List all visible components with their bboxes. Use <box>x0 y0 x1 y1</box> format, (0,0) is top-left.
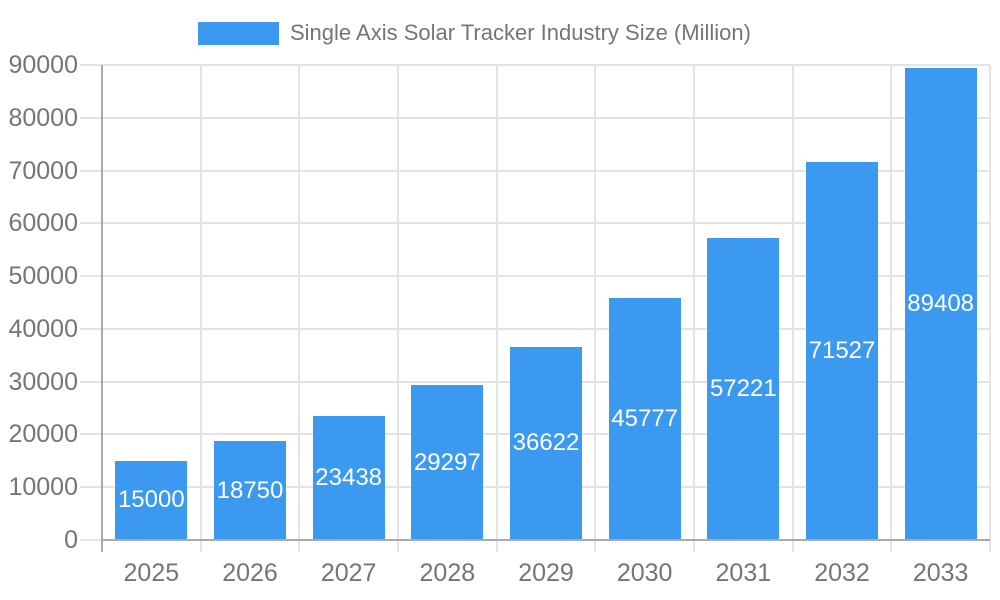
gridline-h <box>102 169 990 172</box>
y-axis-line <box>101 65 103 552</box>
bar-value-label: 23438 <box>315 464 383 492</box>
y-tick-mark <box>80 116 102 119</box>
x-axis-tick-label: 2031 <box>715 559 772 587</box>
bar-value-label: 29297 <box>413 448 481 476</box>
bar-value-label: 18750 <box>216 476 284 504</box>
y-tick-mark <box>80 433 102 436</box>
y-axis-tick-label: 60000 <box>8 209 78 238</box>
gridline-h <box>102 116 990 119</box>
y-axis-tick-label: 50000 <box>8 262 78 291</box>
bar[interactable]: 23438 <box>312 416 385 540</box>
gridline-v <box>989 65 991 552</box>
bar[interactable]: 15000 <box>115 460 188 540</box>
bar-value-label: 89408 <box>907 290 975 318</box>
bar[interactable]: 71527 <box>806 162 878 540</box>
bar-value-label: 57221 <box>709 374 777 402</box>
x-axis-line <box>102 539 990 541</box>
gridline-h <box>102 275 990 278</box>
x-axis-tick-label: 2025 <box>123 559 180 587</box>
gridline-v <box>791 65 794 552</box>
bar-value-label: 36622 <box>512 429 580 457</box>
y-axis-tick-label: 90000 <box>8 51 78 79</box>
x-axis-tick-label: 2028 <box>419 559 476 587</box>
y-tick-mark <box>80 64 102 66</box>
legend-swatch <box>198 21 279 45</box>
gridline-v <box>397 65 399 552</box>
y-tick-mark <box>80 380 102 383</box>
gridline-v <box>495 65 498 552</box>
bar[interactable]: 45777 <box>608 298 681 540</box>
y-axis-tick-label: 80000 <box>8 103 78 132</box>
bar-value-label: 15000 <box>117 486 185 514</box>
x-axis-tick-label: 2030 <box>616 559 673 587</box>
gridline-h <box>102 222 990 225</box>
bar[interactable]: 18750 <box>214 441 286 540</box>
bar-value-label: 71527 <box>808 337 876 365</box>
bar[interactable]: 36622 <box>510 346 582 540</box>
x-axis-tick-label: 2026 <box>222 559 278 587</box>
gridline-v <box>298 65 301 552</box>
y-tick-mark <box>80 486 102 489</box>
x-axis-tick-label: 2033 <box>912 559 969 587</box>
y-tick-mark <box>80 275 102 278</box>
y-axis-tick-label: 70000 <box>8 156 78 185</box>
gridline-v <box>199 65 202 552</box>
bar-value-label: 45777 <box>611 405 679 433</box>
y-tick-mark <box>80 222 102 225</box>
y-axis-tick-label: 10000 <box>8 473 78 502</box>
gridline-v <box>693 65 695 552</box>
bar[interactable]: 57221 <box>707 238 780 540</box>
x-axis-tick-label: 2027 <box>320 559 377 587</box>
chart-legend[interactable]: Single Axis Solar Tracker Industry Size … <box>198 20 751 46</box>
gridline-v <box>594 65 597 552</box>
x-axis-tick-label: 2032 <box>814 559 870 587</box>
y-axis-tick-label: 20000 <box>8 420 78 449</box>
bar[interactable]: 89408 <box>904 68 977 540</box>
gridline-h <box>102 327 990 330</box>
y-tick-mark <box>80 169 102 172</box>
x-axis-tick-label: 2029 <box>518 559 574 587</box>
bar[interactable]: 29297 <box>411 385 484 540</box>
y-tick-mark <box>80 539 102 541</box>
y-tick-mark <box>80 327 102 330</box>
y-axis-tick-label: 0 <box>64 526 78 554</box>
y-axis-tick-label: 40000 <box>8 314 78 343</box>
gridline-v <box>890 65 893 552</box>
gridline-h <box>102 64 990 66</box>
legend-label: Single Axis Solar Tracker Industry Size … <box>290 20 751 45</box>
y-axis-tick-label: 30000 <box>8 367 78 396</box>
